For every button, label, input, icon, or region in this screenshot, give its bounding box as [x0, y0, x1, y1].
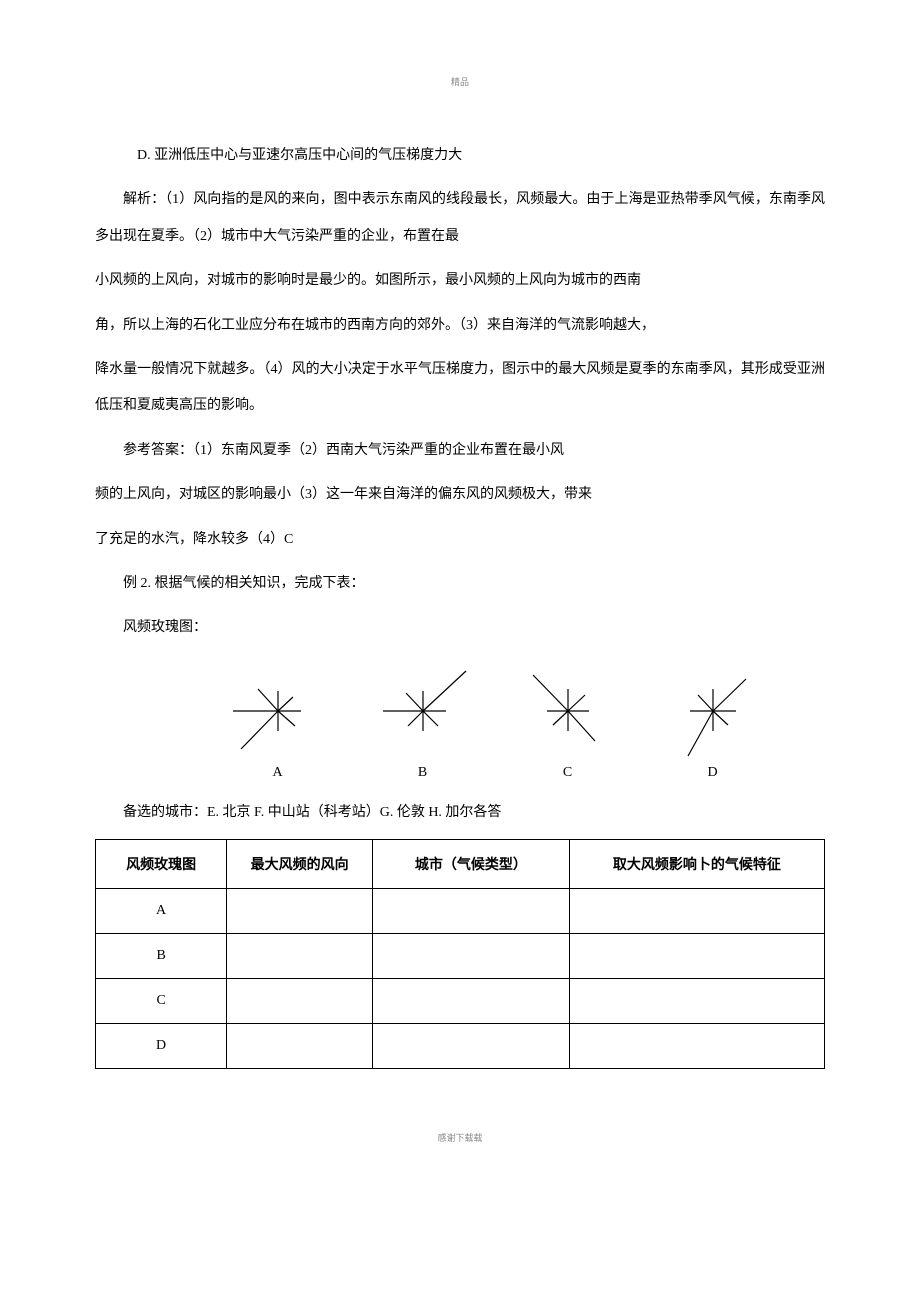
wind-rose-d-svg [658, 661, 768, 761]
table-header-cell: 城市（气候类型） [373, 840, 570, 889]
table-header-cell: 取大风频影响卜的气候特征 [569, 840, 824, 889]
answer-table: 风频玫瑰图 最大风频的风向 城市（气候类型） 取大风频影响卜的气候特征 A B … [95, 839, 825, 1069]
table-header-cell: 风频玫瑰图 [96, 840, 227, 889]
wind-rose-b-label: B [368, 765, 478, 781]
table-empty-cell [227, 934, 373, 979]
analysis-paragraph-4: 降水量一般情况下就越多。（4）风的大小决定于水平气压梯度力，图示中的最大风频是夏… [95, 352, 825, 425]
page: 精品 D. 亚洲低压中心与亚速尔高压中心间的气压梯度力大 解析：（1）风向指的是… [0, 0, 920, 1303]
table-row-label: D [96, 1024, 227, 1069]
example-2-intro: 例 2. 根据气候的相关知识，完成下表： [95, 566, 825, 602]
table-empty-cell [373, 979, 570, 1024]
wind-rose-c: C [513, 661, 623, 781]
wind-rose-b-svg [368, 661, 478, 761]
table-row-label: A [96, 889, 227, 934]
wind-rose-a-label: A [223, 765, 333, 781]
answer-paragraph-3: 了充足的水汽，降水较多（4）C [95, 522, 825, 558]
table-header-cell: 最大风频的风向 [227, 840, 373, 889]
answer-paragraph-1: 参考答案：（1）东南风夏季（2）西南大气污染严重的企业布置在最小风 [95, 433, 825, 469]
footer-watermark: 感谢下载载 [95, 1131, 825, 1144]
table-empty-cell [569, 889, 824, 934]
option-d: D. 亚洲低压中心与亚速尔高压中心间的气压梯度力大 [95, 138, 825, 174]
table-row: A [96, 889, 825, 934]
table-empty-cell [569, 979, 824, 1024]
table-empty-cell [569, 1024, 824, 1069]
table-header-row: 风频玫瑰图 最大风频的风向 城市（气候类型） 取大风频影响卜的气候特征 [96, 840, 825, 889]
wind-rose-d: D [658, 661, 768, 781]
table-row-label: C [96, 979, 227, 1024]
analysis-paragraph-1: 解析：（1）风向指的是风的来向，图中表示东南风的线段最长，风频最大。由于上海是亚… [95, 182, 825, 255]
table-empty-cell [373, 889, 570, 934]
answer-paragraph-2: 频的上风向，对城区的影响最小（3）这一年来自海洋的偏东风的风频极大，带来 [95, 477, 825, 513]
table-row-label: B [96, 934, 227, 979]
wind-rose-a-svg [223, 661, 333, 761]
wind-rose-diagram-row: A B [205, 661, 785, 781]
table-empty-cell [227, 1024, 373, 1069]
table-row: B [96, 934, 825, 979]
wind-rose-c-label: C [513, 765, 623, 781]
table-empty-cell [569, 934, 824, 979]
cities-options: 备选的城市：E. 北京 F. 中山站（科考站）G. 伦敦 H. 加尔各答 [95, 795, 825, 831]
table-empty-cell [373, 1024, 570, 1069]
wind-rose-a: A [223, 661, 333, 781]
table-empty-cell [227, 889, 373, 934]
table-empty-cell [227, 979, 373, 1024]
wind-rose-d-label: D [658, 765, 768, 781]
wind-rose-b: B [368, 661, 478, 781]
analysis-paragraph-2: 小风频的上风向，对城市的影响时是最少的。如图所示，最小风频的上风向为城市的西南 [95, 263, 825, 299]
table-row: D [96, 1024, 825, 1069]
wind-rose-c-svg [513, 661, 623, 761]
rose-caption: 风频玫瑰图： [95, 610, 825, 646]
table-empty-cell [373, 934, 570, 979]
analysis-paragraph-3: 角，所以上海的石化工业应分布在城市的西南方向的郊外。（3）来自海洋的气流影响越大… [95, 308, 825, 344]
table-row: C [96, 979, 825, 1024]
header-watermark: 精品 [95, 75, 825, 88]
